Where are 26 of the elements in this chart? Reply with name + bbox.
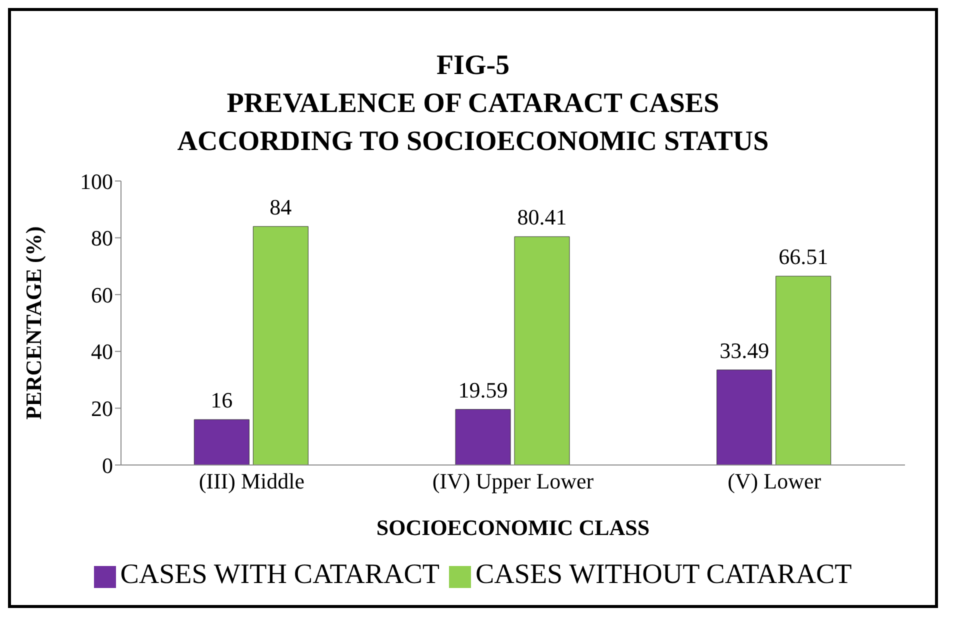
y-tick-label: 80 [91,226,113,251]
data-label: 84 [270,194,292,220]
x-tick-label: (V) Lower [728,468,822,494]
x-tick-label: (III) Middle [198,468,305,494]
y-tick-label: 100 [80,168,113,194]
data-label: 80.41 [517,204,567,230]
bar [716,370,772,465]
y-axis-title: PERCENTAGE (%) [20,226,46,420]
bar [194,419,250,465]
data-label: 19.59 [458,377,508,402]
data-label: 33.49 [720,338,770,363]
x-axis-title: SOCIOECONOMIC CLASS [376,515,650,540]
data-label: 16 [210,388,233,413]
y-tick-label: 40 [91,339,113,364]
legend-label: CASES WITHOUT CATARACT [475,559,852,590]
bar [776,276,832,465]
y-tick-label: 0 [102,452,113,478]
y-tick-label: 20 [91,396,113,422]
chart-title: FIG-5 PREVALENCE OF CATARACT CASES ACCORDING TO SOCIOECONOMIC STATUS [176,49,770,159]
bar [455,409,511,465]
bar [252,226,308,465]
legend-label: CASES WITH CATARACT [120,559,440,590]
y-tick-label: 60 [91,282,113,308]
bar [514,236,570,465]
data-label: 66.51 [778,244,828,270]
x-tick-label: (IV) Upper Lower [432,468,594,494]
